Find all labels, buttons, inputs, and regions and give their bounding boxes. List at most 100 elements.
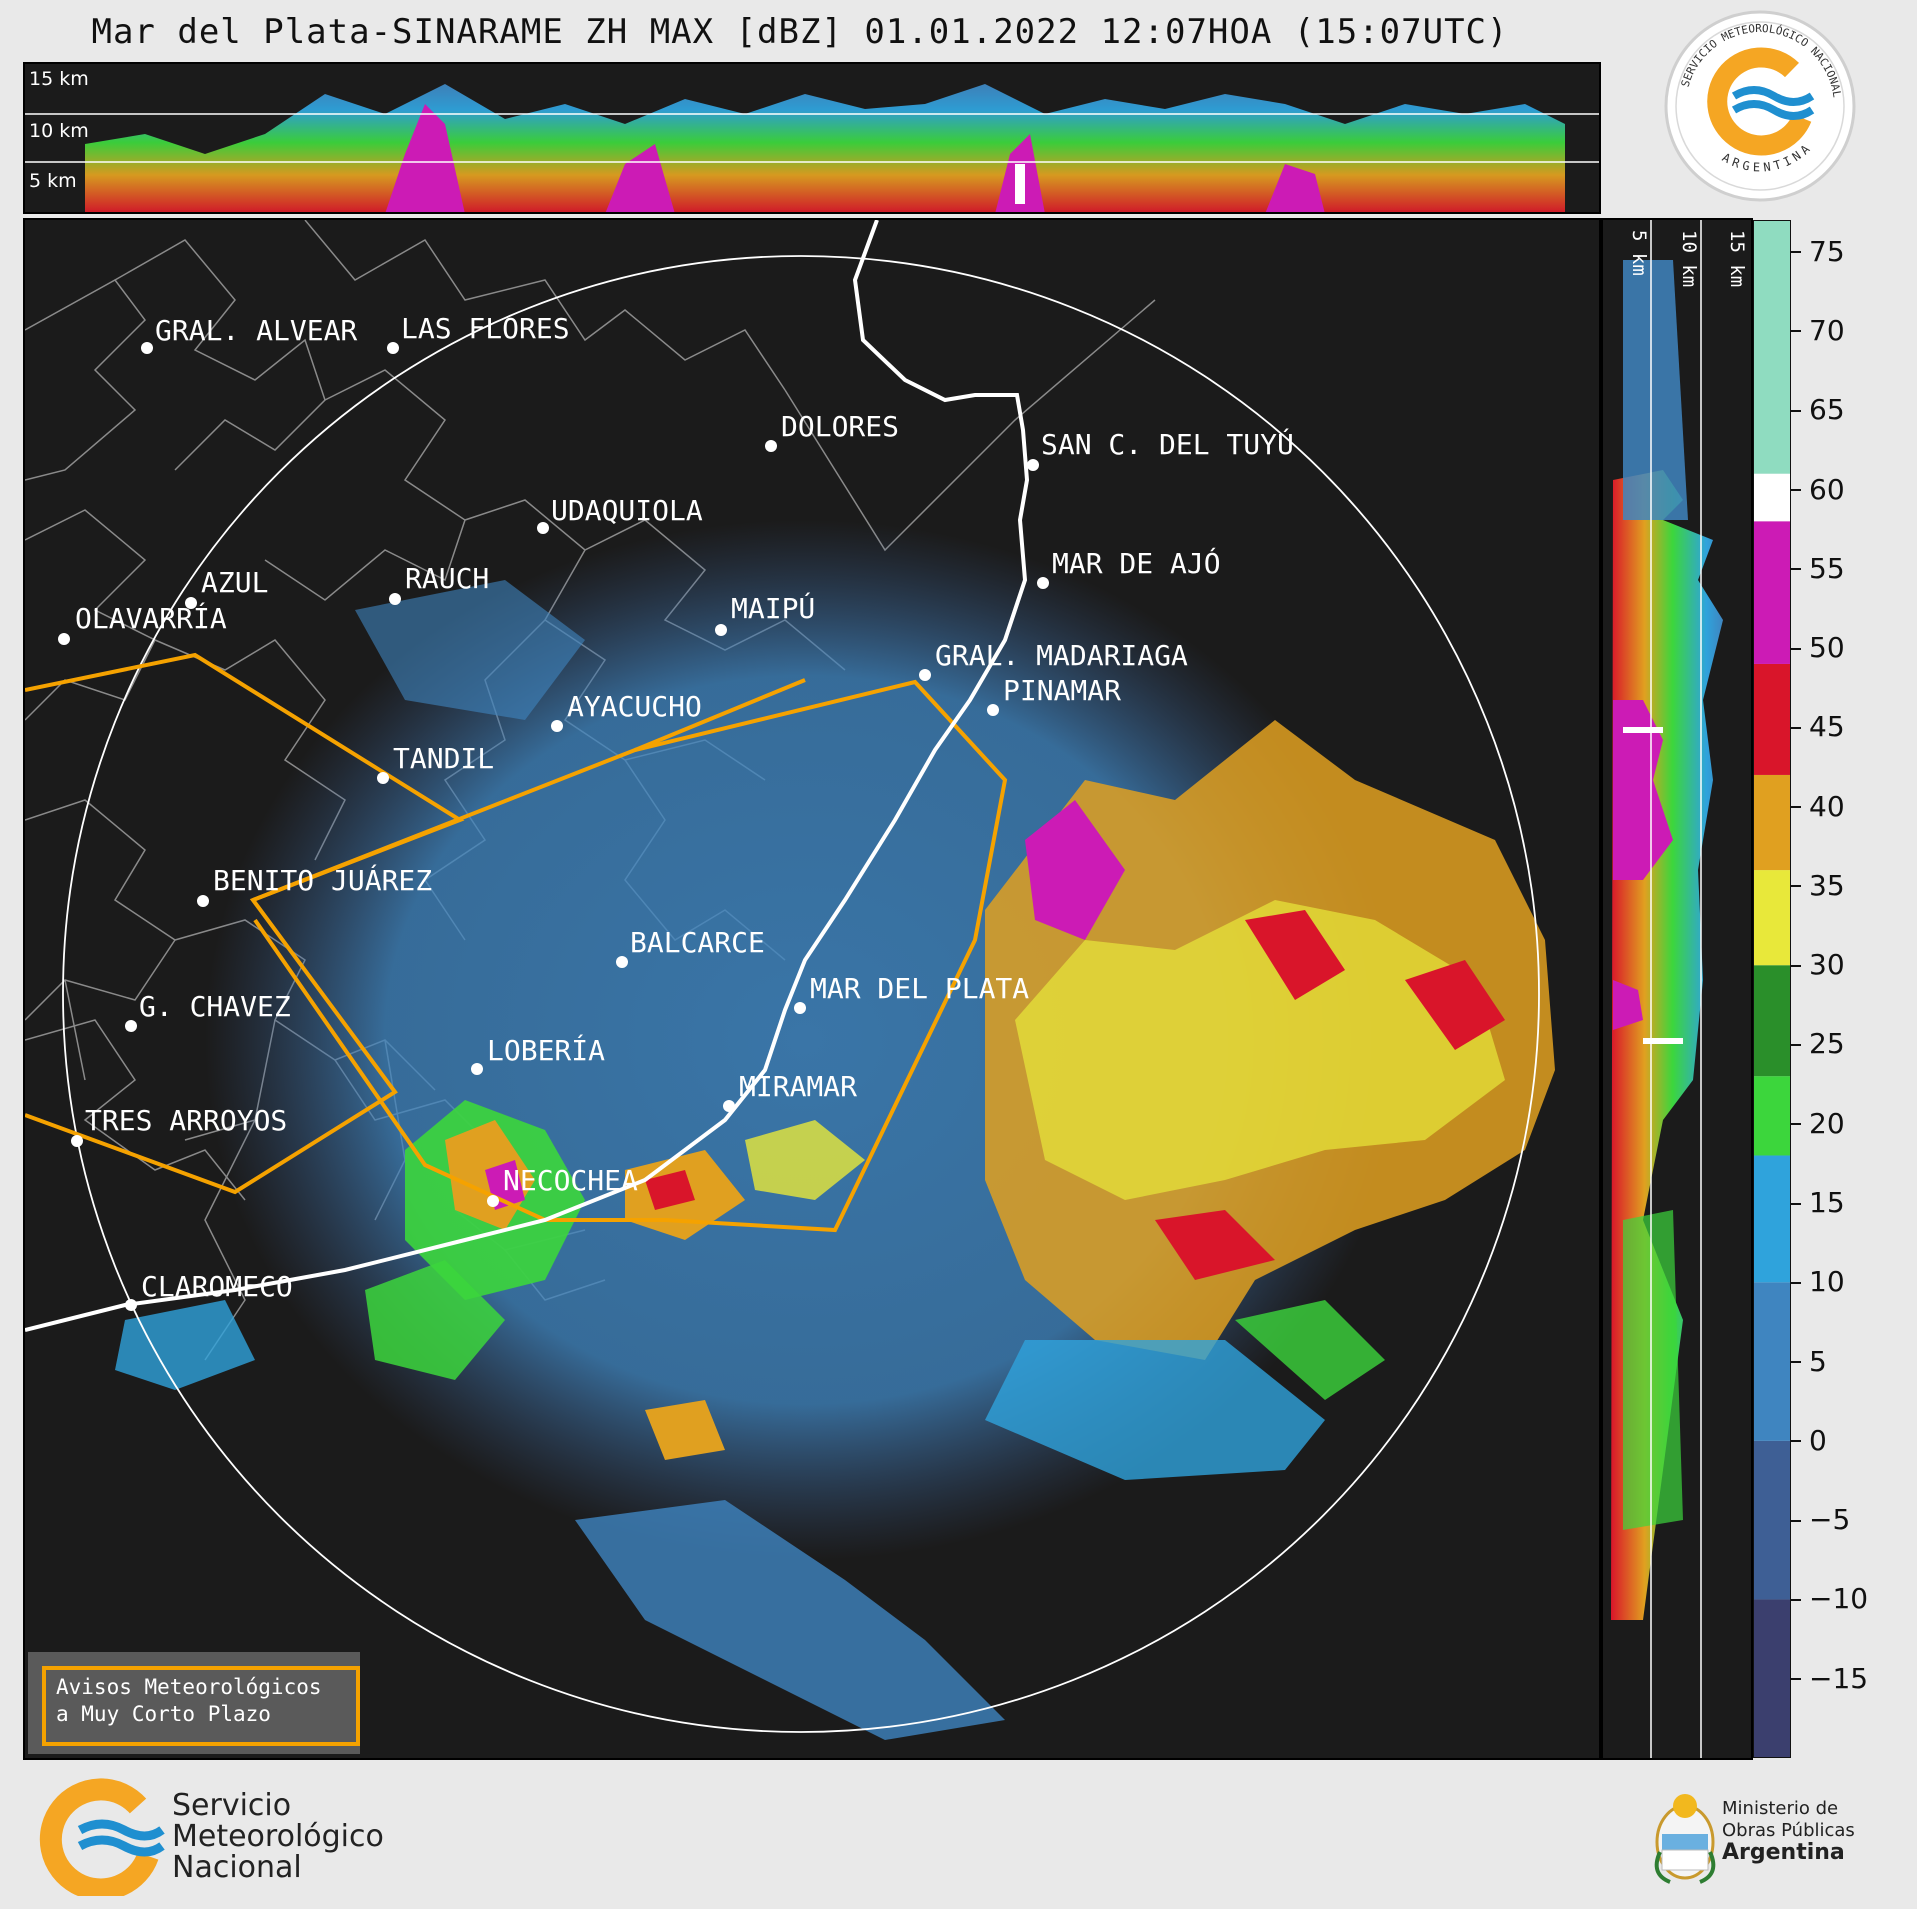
city-markers (58, 342, 1049, 1311)
smn-seal-logo: SERVICIO METEOROLÓGICO NACIONAL ARGENTIN… (1664, 10, 1856, 202)
side-alt-label-10: 10 km (1678, 230, 1700, 287)
map-title: Mar del Plata-SINARAME ZH MAX [dBZ] 01.0… (91, 12, 1509, 52)
radar-map-svg: GRAL. ALVEAR LAS FLORES DOLORES SAN C. D… (25, 220, 1555, 1740)
colorbar-band (1753, 870, 1791, 966)
city-dot (125, 1020, 137, 1032)
colorbar-band (1753, 473, 1791, 522)
city-label-olavarria: OLAVARRÍA (75, 601, 227, 635)
city-dot (1027, 459, 1039, 471)
colorbar-tick-label: 55 (1791, 552, 1845, 585)
colorbar-tick-label: −5 (1790, 1503, 1850, 1536)
top-alt-label-10: 10 km (29, 120, 89, 142)
side-alt-label-5: 5 km (1628, 230, 1650, 276)
colorbar-tick-label: 70 (1791, 314, 1845, 347)
radar-echoes (115, 520, 1555, 1740)
colorbar-tick-label: −15 (1790, 1662, 1868, 1695)
warning-polygons (25, 652, 1008, 1233)
range-ring (62, 255, 1540, 1733)
city-label-mar-del-plata: MAR DEL PLATA (810, 972, 1029, 1005)
city-dot (487, 1195, 499, 1207)
colorbar-band (1753, 521, 1791, 664)
colorbar-band (1753, 965, 1791, 1077)
side-cross-section-echo: 5 km 10 km 15 km (1611, 220, 1748, 1758)
colorbar-tick-label: 5 (1791, 1345, 1827, 1378)
city-dot (387, 342, 399, 354)
city-label-udaquiola: UDAQUIOLA (551, 494, 703, 527)
city-label-mar-de-ajo: MAR DE AJÓ (1052, 546, 1221, 580)
radar-map: GRAL. ALVEAR LAS FLORES DOLORES SAN C. D… (23, 218, 1601, 1760)
coastline (25, 220, 1030, 1332)
colorbar-tick-label: 50 (1791, 631, 1845, 664)
city-dot (551, 720, 563, 732)
colorbar-band (1753, 1282, 1791, 1441)
ministry-line-3: Argentina (1722, 1842, 1855, 1865)
city-label-loberia: LOBERÍA (487, 1033, 605, 1067)
smn-wordmark: Servicio Meteorológico Nacional (172, 1790, 384, 1883)
city-dot (71, 1135, 83, 1147)
dbz-colorbar (1753, 220, 1791, 1758)
colorbar-band (1753, 663, 1791, 775)
warning-legend-frame: Avisos Meteorológicos a Muy Corto Plazo (42, 1666, 360, 1746)
city-dot (197, 895, 209, 907)
city-label-claromeco: CLAROMECO (141, 1270, 293, 1303)
city-label-tres-arroyos: TRES ARROYOS (85, 1104, 287, 1137)
smn-word-2: Meteorológico (172, 1819, 384, 1854)
city-dot (1037, 577, 1049, 589)
city-dot (715, 624, 727, 636)
argentina-coat-of-arms-icon (1654, 1794, 1716, 1884)
smn-word-1: Servicio (172, 1788, 292, 1823)
colorbar-band (1753, 1076, 1791, 1156)
top-cross-section: 15 km 10 km 5 km (23, 62, 1601, 214)
top-alt-label-5: 5 km (29, 170, 77, 192)
colorbar-tick-label: 60 (1791, 473, 1845, 506)
city-dot (389, 593, 401, 605)
city-dot (125, 1299, 137, 1311)
colorbar-tick-label: 20 (1791, 1107, 1845, 1140)
warning-legend-line2: a Muy Corto Plazo (56, 1702, 271, 1726)
city-dot (537, 522, 549, 534)
top-cross-section-echo (25, 84, 1599, 212)
colorbar-band (1753, 1599, 1791, 1758)
city-dot (723, 1100, 735, 1112)
city-dot (919, 669, 931, 681)
city-label-ayacucho: AYACUCHO (567, 690, 702, 723)
colorbar-tick-label: 10 (1791, 1265, 1845, 1298)
city-label-san-clemente: SAN C. DEL TUYÚ (1041, 427, 1294, 461)
colorbar-band (1753, 1440, 1791, 1600)
city-label-miramar: MIRAMAR (739, 1070, 857, 1103)
city-label-gral-alvear: GRAL. ALVEAR (155, 314, 357, 347)
colorbar-tick-label: 40 (1791, 790, 1845, 823)
city-label-rauch: RAUCH (405, 562, 489, 595)
city-label-necochea: NECOCHEA (503, 1164, 638, 1197)
city-label-dolores: DOLORES (781, 410, 899, 443)
ministry-line-2: Obras Públicas (1722, 1820, 1855, 1841)
colorbar-tick-label: 35 (1791, 869, 1845, 902)
city-dot (765, 440, 777, 452)
city-label-balcarce: BALCARCE (630, 926, 765, 959)
ministry-line-1: Ministerio de (1722, 1798, 1839, 1819)
city-label-gral-madariaga: GRAL. MADARIAGA (935, 639, 1188, 672)
city-label-benito-juarez: BENITO JUÁREZ (213, 863, 432, 897)
city-dot (471, 1063, 483, 1075)
colorbar-band (1753, 220, 1791, 474)
city-label-maipu: MAIPÚ (731, 591, 815, 625)
ministry-country: Argentina (1722, 1840, 1845, 1865)
colorbar-tick-label: 0 (1791, 1424, 1827, 1457)
city-label-azul: AZUL (201, 566, 268, 599)
city-label-las-flores: LAS FLORES (401, 312, 570, 345)
colorbar-band (1753, 774, 1791, 871)
city-dot (794, 1002, 806, 1014)
colorbar-band (1753, 1155, 1791, 1283)
city-labels: GRAL. ALVEAR LAS FLORES DOLORES SAN C. D… (75, 312, 1294, 1303)
city-label-tandil: TANDIL (393, 742, 494, 775)
city-dot (185, 597, 197, 609)
smn-logo (39, 1778, 165, 1896)
colorbar-tick-label: 15 (1791, 1186, 1845, 1219)
smn-word-3: Nacional (172, 1850, 302, 1885)
side-cross-section: 5 km 10 km 15 km (1601, 218, 1753, 1760)
city-label-pinamar: PINAMAR (1003, 674, 1121, 707)
city-dot (141, 342, 153, 354)
ministry-wordmark: Ministerio de Obras Públicas Argentina (1722, 1798, 1855, 1865)
city-dot (58, 633, 70, 645)
colorbar-tick-label: 25 (1791, 1027, 1845, 1060)
